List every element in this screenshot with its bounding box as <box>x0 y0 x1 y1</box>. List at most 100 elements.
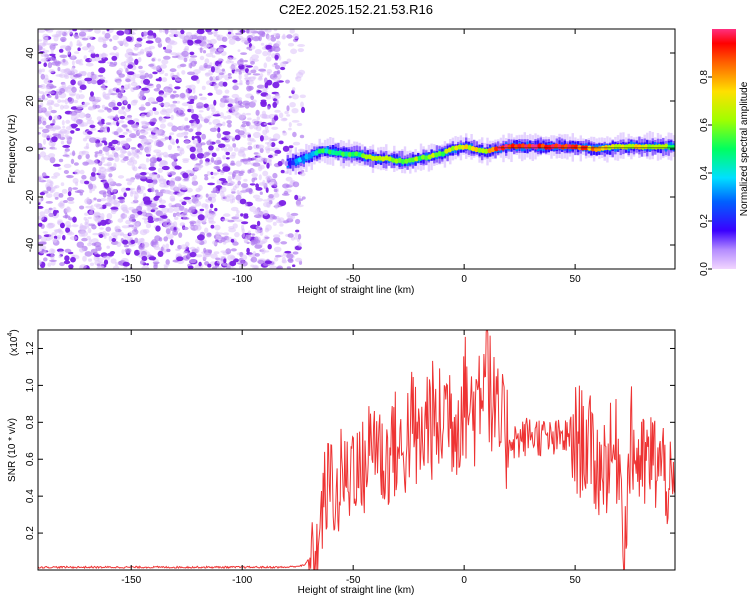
noise-point <box>246 234 252 241</box>
noise-point <box>227 123 232 128</box>
noise-point <box>131 123 139 128</box>
noise-point <box>162 151 169 158</box>
noise-point <box>136 52 142 56</box>
noise-point <box>43 78 51 85</box>
snr-axes: -150 -100 -50 0 50 0.2 0.4 0.6 0.8 1.0 1.2 <box>25 330 675 586</box>
noise-point <box>74 51 80 54</box>
noise-point <box>163 102 171 108</box>
noise-point <box>152 207 159 210</box>
noise-point <box>278 231 284 235</box>
noise-point <box>71 224 79 228</box>
noise-point <box>275 254 282 258</box>
noise-point <box>72 187 78 190</box>
noise-point <box>215 257 221 261</box>
noise-point <box>175 138 179 144</box>
noise-point <box>147 251 150 258</box>
noise-point <box>92 102 97 106</box>
noise-point <box>182 158 190 161</box>
noise-point <box>44 208 50 214</box>
noise-point <box>141 209 147 213</box>
ridge-core-cell <box>487 148 492 154</box>
noise-point <box>125 187 131 191</box>
noise-point <box>267 197 275 201</box>
noise-point <box>148 73 153 79</box>
noise-point <box>151 239 158 246</box>
noise-point <box>138 70 146 73</box>
noise-point <box>226 120 232 124</box>
noise-point <box>190 98 195 103</box>
noise-point <box>100 213 105 220</box>
noise-point <box>123 244 129 248</box>
noise-point <box>189 55 198 58</box>
noise-point <box>217 74 223 80</box>
noise-point <box>273 188 278 193</box>
noise-point <box>251 54 259 60</box>
noise-point <box>157 167 163 173</box>
noise-point <box>127 236 134 241</box>
noise-point <box>211 176 215 179</box>
noise-point <box>245 132 251 136</box>
ridge-core-cell <box>387 156 392 162</box>
noise-point <box>235 160 242 167</box>
noise-point <box>48 153 56 158</box>
noise-point <box>90 91 94 97</box>
noise-point <box>247 70 252 74</box>
noise-point <box>207 115 212 119</box>
noise-point <box>253 65 259 71</box>
noise-point <box>265 175 273 181</box>
snr-scale-prefix: (x10 <box>9 336 20 356</box>
noise-point <box>278 55 282 61</box>
noise-point <box>272 215 277 220</box>
noise-point <box>256 116 260 121</box>
noise-point <box>90 172 96 177</box>
noise-point <box>120 140 128 145</box>
noise-point <box>84 251 93 257</box>
noise-point <box>298 242 302 248</box>
noise-point <box>221 218 230 222</box>
noise-scatter <box>38 29 307 269</box>
noise-point <box>118 73 125 78</box>
noise-point <box>140 138 149 145</box>
noise-point <box>109 63 117 67</box>
noise-point <box>49 259 57 262</box>
noise-point <box>109 52 116 56</box>
noise-point <box>236 210 240 214</box>
noise-point <box>77 155 82 160</box>
page-title: C2E2.2025.152.21.53.R16 <box>279 2 433 17</box>
noise-point <box>80 230 88 237</box>
noise-point <box>51 61 60 66</box>
noise-point <box>140 104 145 107</box>
noise-point <box>227 73 232 76</box>
noise-point <box>170 197 176 202</box>
noise-point <box>267 154 273 158</box>
noise-point <box>101 31 106 35</box>
noise-point <box>42 231 48 234</box>
noise-point <box>265 94 272 100</box>
noise-point <box>103 182 110 189</box>
snr-scale-exponent: 4 <box>7 333 14 337</box>
noise-point <box>139 151 143 155</box>
noise-point <box>239 146 246 152</box>
noise-point <box>273 29 278 32</box>
noise-point <box>282 145 290 152</box>
ridge-core-cell <box>460 144 466 150</box>
noise-point <box>84 180 90 185</box>
noise-point <box>171 94 175 98</box>
noise-point <box>207 31 213 35</box>
noise-point <box>89 124 96 129</box>
noise-point <box>143 146 152 152</box>
noise-point <box>176 132 184 138</box>
noise-point <box>216 35 222 41</box>
noise-point <box>237 180 241 186</box>
noise-point <box>196 29 205 35</box>
noise-point <box>244 161 252 165</box>
noise-point <box>133 118 140 123</box>
noise-point <box>159 199 167 204</box>
noise-point <box>169 68 177 73</box>
noise-point <box>130 147 137 150</box>
noise-point <box>262 199 270 202</box>
noise-point <box>143 192 147 198</box>
noise-point <box>159 29 163 33</box>
noise-point <box>101 140 107 144</box>
